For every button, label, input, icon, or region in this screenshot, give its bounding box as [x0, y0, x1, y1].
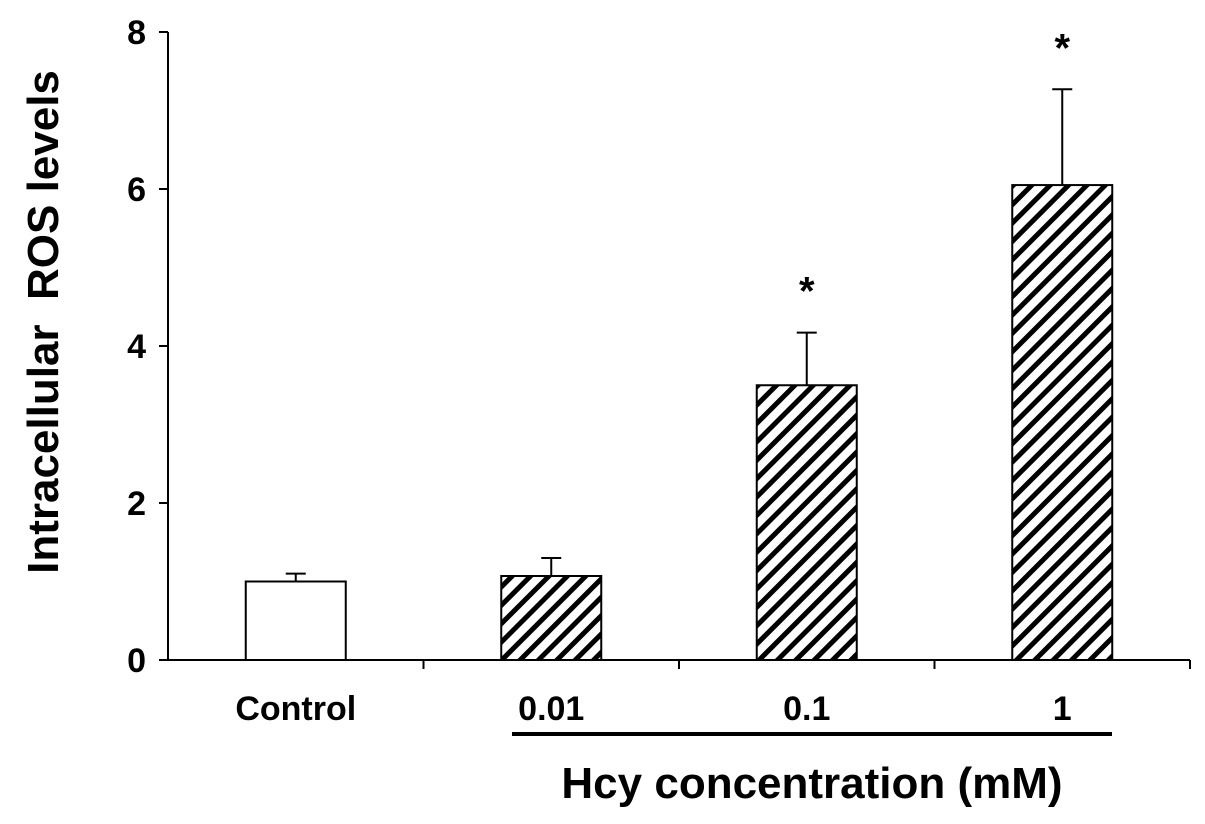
y-axis-title: Intracellular ROS levels: [19, 70, 68, 574]
x-tick-label: 0.1: [783, 690, 830, 728]
y-tick-label: 4: [127, 328, 146, 366]
bar-4: [1011, 184, 1114, 661]
x-tick-labels: Control 0.01 0.1 1: [235, 690, 1071, 728]
y-ticks: 0 2 4 6 8: [127, 14, 168, 680]
y-tick-label: 8: [127, 14, 146, 52]
significance-markers: **: [799, 26, 1071, 313]
y-tick-label: 6: [127, 171, 146, 209]
x-tick-label: Control: [235, 690, 356, 728]
y-axis-title-group: Intracellular ROS levels: [19, 70, 68, 574]
y-tick-label: 0: [127, 642, 146, 680]
x-axis-title: Hcy concentration (mM): [561, 759, 1062, 808]
bar-2: [500, 575, 603, 662]
y-tick-label: 2: [127, 485, 146, 523]
bar-3: [755, 384, 858, 661]
x-tick-label: 1: [1053, 690, 1072, 728]
x-tick-label: 0.01: [518, 690, 584, 728]
bar-1: [244, 580, 347, 661]
significance-star: *: [1054, 26, 1070, 70]
significance-star: *: [799, 270, 815, 314]
bars: [244, 184, 1114, 662]
error-bars: [285, 88, 1073, 582]
